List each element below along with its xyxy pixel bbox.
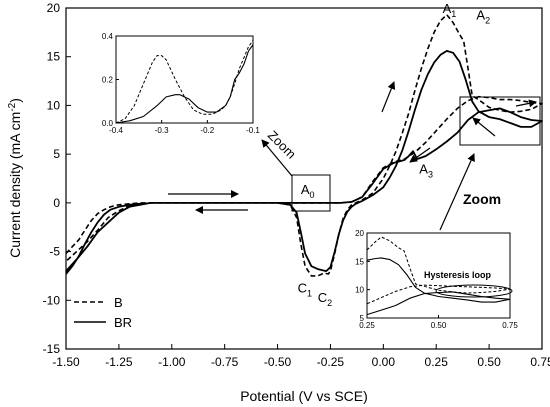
plot-area	[65, 7, 543, 350]
peak-label-subscript: 1	[307, 288, 312, 298]
x-tick-label: 0.50	[431, 321, 447, 330]
y-tick-label: -15	[43, 342, 61, 356]
peak-label-letter: A	[443, 1, 452, 16]
inset-bottom-series	[366, 236, 511, 316]
x-tick-label: -0.1	[246, 126, 260, 135]
y-tick-label: 10	[355, 286, 364, 295]
main-series	[65, 14, 543, 277]
scan-direction-arrow-reverse-upper	[472, 117, 496, 137]
zoom-arrow-bottom	[439, 153, 475, 231]
peak-label-subscript: 2	[485, 16, 490, 26]
y-axis-label: Current density (mA cm-2)	[7, 98, 23, 258]
y-axis-label-end: )	[7, 98, 23, 103]
x-tick-label: 0.75	[530, 355, 550, 369]
peak-label-c1: C1	[298, 280, 312, 298]
peak-label-a1: A1	[443, 1, 457, 19]
x-tick-label: -0.2	[200, 126, 214, 135]
x-tick-label: 0.50	[477, 355, 501, 369]
y-tick-label: 5	[360, 314, 365, 323]
x-tick-label: -1.50	[52, 355, 80, 369]
y-tick-label: 10	[47, 98, 61, 112]
inset-top-frame	[115, 35, 254, 124]
x-tick-label: -0.25	[317, 355, 345, 369]
series-br-line	[366, 257, 511, 316]
x-tick-label: -1.25	[105, 355, 133, 369]
scan-direction-arrow-right-edge	[515, 99, 537, 108]
inset-bottom-frame	[366, 232, 511, 319]
scan-direction-arrow-anodic	[381, 81, 396, 113]
y-tick-label: -5	[49, 245, 60, 259]
y-tick-label: -10	[43, 293, 61, 307]
hysteresis-loop-ellipse	[435, 284, 513, 298]
zoom-box-hysteresis	[459, 96, 541, 146]
zoom-arrow-top	[261, 139, 293, 177]
zoom-box-a0	[291, 174, 331, 212]
y-tick-label: 0.4	[102, 32, 114, 41]
hysteresis-loop-label: Hysteresis loop	[424, 270, 492, 280]
y-tick-label: 20	[355, 229, 364, 238]
y-axis-label-sup: -2	[7, 102, 18, 111]
peak-label-subscript: 0	[309, 190, 314, 200]
y-tick-label: 15	[355, 257, 364, 266]
x-tick-label: -0.4	[109, 126, 123, 135]
peak-label-letter: C	[318, 290, 327, 305]
x-tick-label: -0.50	[264, 355, 292, 369]
y-tick-label: 20	[47, 1, 61, 15]
y-axis-label-base: Current density (mA cm	[7, 112, 23, 258]
peak-label-letter: A	[476, 8, 485, 23]
peak-label-letter: A	[419, 162, 428, 177]
peak-label-subscript: 1	[451, 9, 456, 19]
x-tick-label: 0.25	[425, 355, 449, 369]
peak-label-letter: A	[301, 182, 310, 197]
x-axis-label: Potential (V vs SCE)	[240, 388, 368, 404]
legend-label-b: B	[114, 295, 123, 310]
legend-label-br: BR	[114, 315, 132, 330]
peak-label-c2: C2	[318, 290, 332, 308]
peak-label-subscript: 2	[327, 298, 332, 308]
zoom-label-bottom: Zoom	[463, 191, 501, 207]
scan-direction-arrow-reverse-lower	[409, 147, 431, 163]
peak-label-letter: C	[298, 280, 307, 295]
main-ticks: -1.50 -1.25 -1.00 -0.75 -0.50 -0.25 0.00 0.25 0.…	[43, 1, 550, 369]
inset-bottom-ticks: 0.25 0.50 0.75 5 10 15 20	[355, 229, 518, 330]
x-tick-label: 0.00	[372, 355, 396, 369]
x-tick-label: -0.75	[211, 355, 239, 369]
peak-label-a2: A2	[476, 8, 490, 26]
y-tick-label: 0	[53, 196, 60, 210]
peak-label-a3: A3	[419, 162, 433, 180]
y-tick-label: 15	[47, 50, 61, 64]
y-tick-label: 0.0	[102, 119, 114, 128]
series-br-line	[65, 50, 543, 275]
inset-top-series	[115, 40, 254, 124]
legend: B BR	[74, 295, 132, 330]
series-b-line	[366, 236, 511, 305]
y-tick-label: 5	[53, 147, 60, 161]
y-tick-label: 0.2	[102, 76, 114, 85]
x-tick-label: -0.3	[155, 126, 169, 135]
x-tick-label: -1.00	[158, 355, 186, 369]
x-tick-label: 0.75	[502, 321, 518, 330]
series-b-line	[115, 40, 254, 124]
peak-label-subscript: 3	[428, 170, 433, 180]
x-tick-label: 0.25	[359, 321, 375, 330]
peak-label-a0: A0	[301, 182, 315, 200]
zoom-label-top: Zoom	[265, 128, 299, 162]
inset-top: -0.4 -0.3 -0.2 -0.1 0.0 0.2 0.4	[102, 32, 261, 135]
series-br-line	[115, 44, 254, 124]
inset-bottom: 0.25 0.50 0.75 5 10 15 20 Hysteresis loop	[355, 229, 518, 330]
